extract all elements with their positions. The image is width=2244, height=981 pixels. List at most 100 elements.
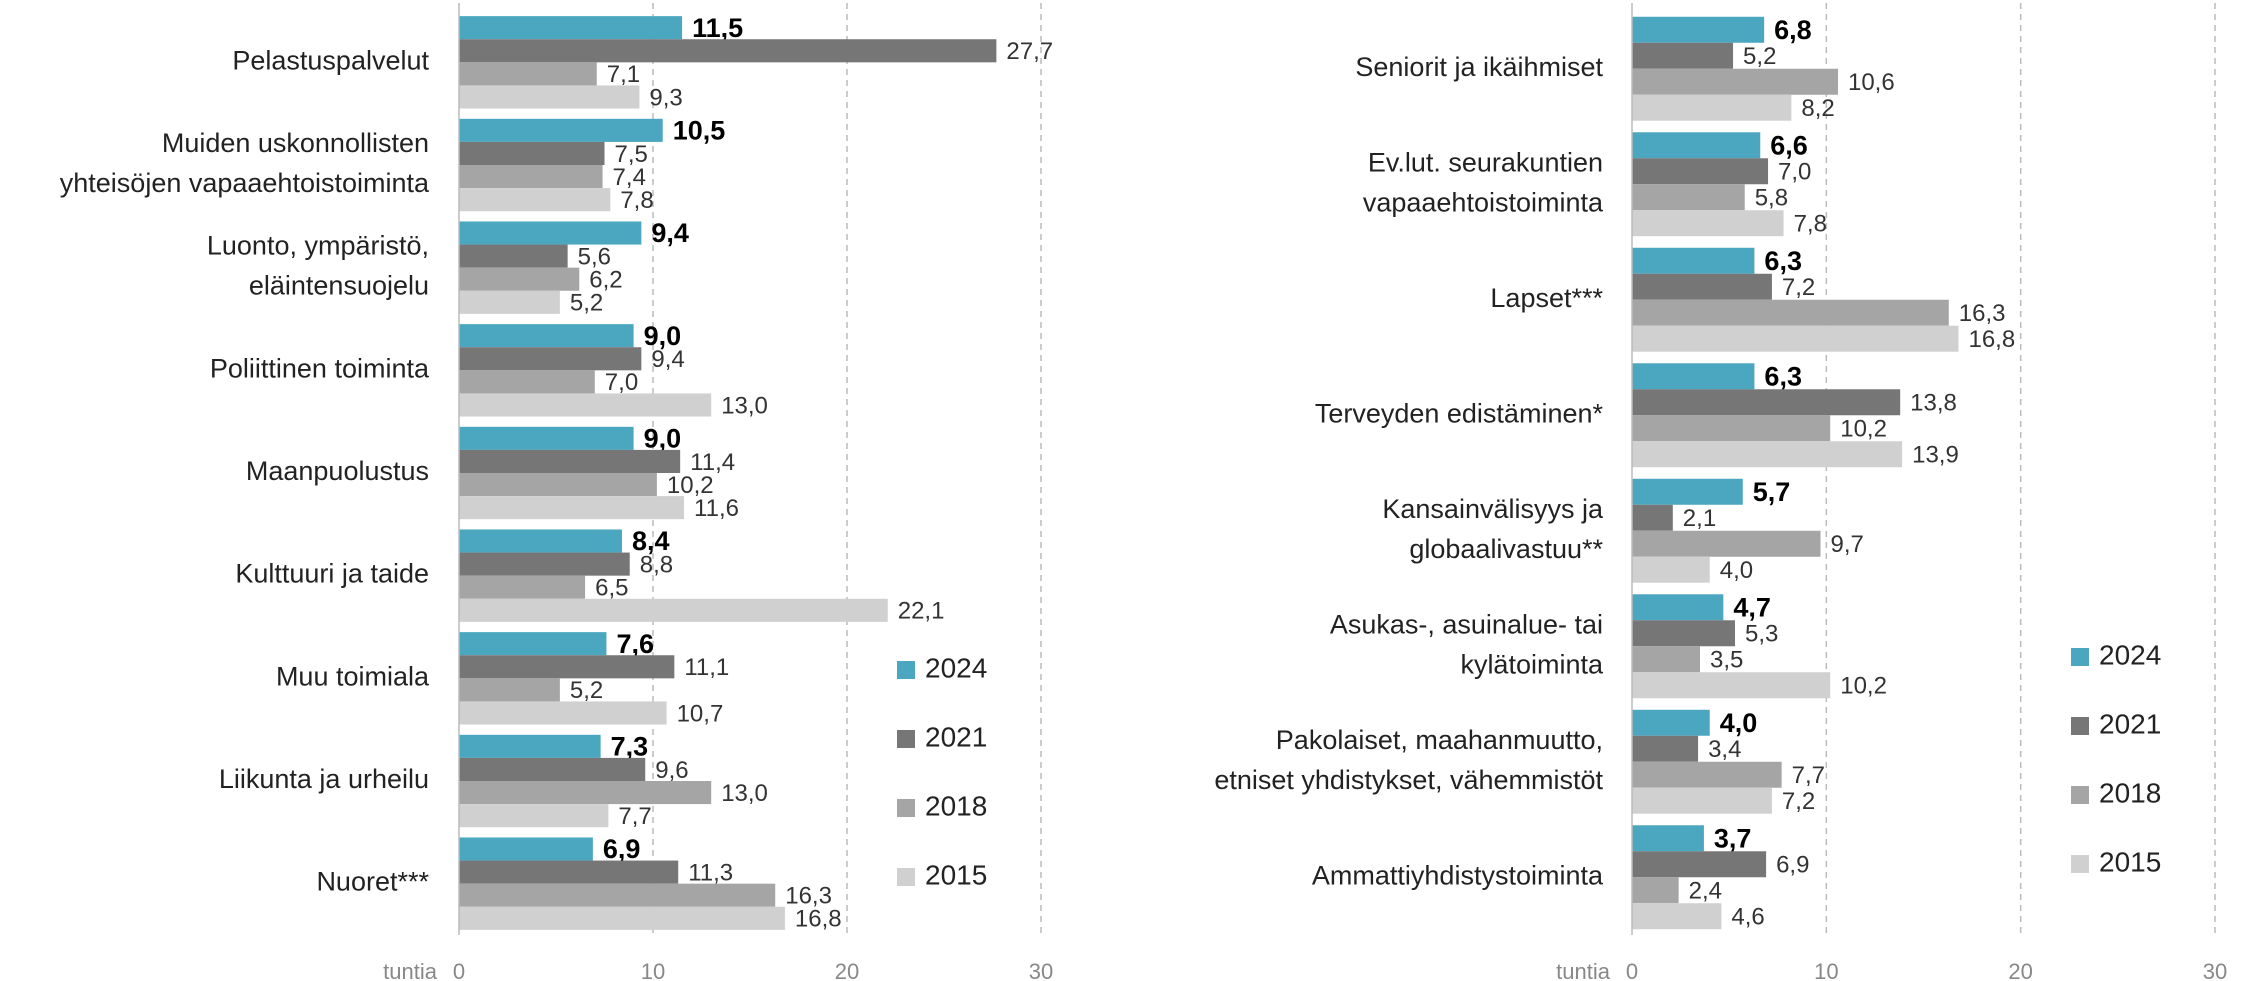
x-tick-label: 0: [453, 959, 465, 981]
bar: [459, 804, 609, 828]
bar: [459, 655, 675, 679]
value-label: 5,3: [1745, 621, 1778, 648]
bar: [1632, 325, 1959, 352]
x-tick-label: 30: [1029, 959, 1053, 981]
category-label: Maanpuolustus: [246, 456, 429, 486]
x-tick-label: 30: [2203, 959, 2227, 981]
category-line: Pakolaiset, maahanmuutto,: [1276, 725, 1603, 755]
bar: [459, 678, 560, 702]
bar: [459, 575, 586, 599]
bar: [1632, 441, 1903, 468]
value-label: 7,1: [607, 61, 640, 88]
value-label: 7,2: [1782, 274, 1815, 301]
bar: [1632, 363, 1755, 390]
value-label: 10,6: [1848, 69, 1895, 96]
bar: [1632, 16, 1765, 43]
value-label: 9,3: [649, 84, 682, 111]
value-label: 10,2: [667, 472, 714, 499]
value-label: 5,7: [1753, 477, 1791, 507]
value-label: 9,0: [644, 423, 682, 453]
legend-swatch: [897, 661, 915, 679]
value-label: 6,9: [603, 834, 641, 864]
bar: [1632, 184, 1745, 211]
bar: [1632, 68, 1838, 95]
value-label: 9,0: [644, 321, 682, 351]
bar: [1632, 478, 1743, 505]
value-label: 3,5: [1710, 647, 1743, 674]
bar: [1632, 903, 1722, 930]
bar: [459, 165, 603, 189]
category-label: Pakolaiset, maahanmuutto, etniset yhdisty…: [1214, 725, 1603, 795]
category-line: Pelastuspalvelut: [232, 45, 429, 75]
value-label: 11,1: [684, 654, 729, 681]
value-label: 16,8: [795, 906, 842, 933]
category-line: Ammattiyhdistystoiminta: [1312, 860, 1604, 890]
bar: [1632, 556, 1710, 583]
bar: [459, 324, 634, 348]
value-label: 7,7: [1792, 762, 1825, 789]
category-label: Muiden uskonnollisten yhteisöjen vapaaeht…: [60, 128, 430, 198]
bar: [459, 701, 667, 725]
bar: [459, 393, 712, 417]
bar: [1632, 530, 1821, 557]
category-label: Poliittinen toiminta: [210, 353, 430, 383]
x-tick-label: 20: [835, 959, 859, 981]
bar: [1632, 94, 1792, 121]
legend-label: 2024: [2099, 639, 2161, 670]
category-line: Kulttuuri ja taide: [235, 559, 429, 589]
bar: [459, 734, 601, 758]
category-line: Maanpuolustus: [246, 456, 429, 486]
value-label: 7,6: [616, 629, 654, 659]
bar: [459, 221, 642, 245]
bar: [1632, 299, 1949, 326]
category-line: Asukas-, asuinalue- tai: [1330, 609, 1603, 639]
value-label: 4,0: [1720, 557, 1753, 584]
bar: [1632, 158, 1769, 185]
bar: [1632, 735, 1699, 762]
bar: [459, 449, 681, 473]
category-label: Kansainvälisyys ja globaalivastuu**: [1382, 494, 1604, 564]
bar: [459, 188, 611, 212]
bar: [459, 598, 888, 622]
value-label: 7,3: [611, 731, 649, 761]
bar: [1632, 709, 1710, 736]
category-label: Ammattiyhdistystoiminta: [1312, 860, 1604, 890]
value-label: 8,4: [632, 526, 670, 556]
value-label: 11,6: [694, 495, 739, 522]
category-line: Nuoret***: [316, 867, 429, 897]
category-line: Liikunta ja urheilu: [219, 764, 429, 794]
bar: [1632, 132, 1761, 159]
legend-label: 2021: [925, 721, 987, 752]
legend-label: 2015: [2099, 846, 2161, 877]
value-label: 5,2: [570, 290, 603, 317]
value-label: 6,3: [1764, 361, 1802, 391]
value-label: 16,8: [1968, 326, 2015, 353]
bar: [1632, 672, 1831, 699]
value-label: 6,5: [595, 575, 628, 602]
category-line: Muu toimiala: [276, 661, 430, 691]
bar: [1632, 594, 1724, 621]
bar: [459, 757, 646, 781]
bar: [459, 141, 605, 165]
value-label: 5,2: [570, 677, 603, 704]
value-label: 13,9: [1912, 442, 1959, 469]
bar: [1632, 415, 1831, 442]
category-line: Ev.lut. seurakuntien: [1368, 147, 1603, 177]
legend-swatch: [2071, 786, 2089, 804]
legend-swatch: [2071, 717, 2089, 735]
bar: [459, 552, 630, 576]
legend-label: 2024: [925, 652, 987, 683]
value-label: 5,2: [1743, 43, 1776, 70]
legend-label: 2018: [925, 790, 987, 821]
value-label: 10,2: [1840, 673, 1887, 700]
legend-swatch: [897, 730, 915, 748]
bar: [1632, 851, 1767, 878]
bar: [459, 370, 595, 394]
value-label: 13,0: [721, 392, 768, 419]
x-tick-label: 10: [641, 959, 665, 981]
bar: [459, 267, 580, 291]
value-label: 5,8: [1755, 185, 1788, 212]
value-label: 10,2: [1840, 416, 1887, 443]
bar: [1632, 504, 1673, 531]
